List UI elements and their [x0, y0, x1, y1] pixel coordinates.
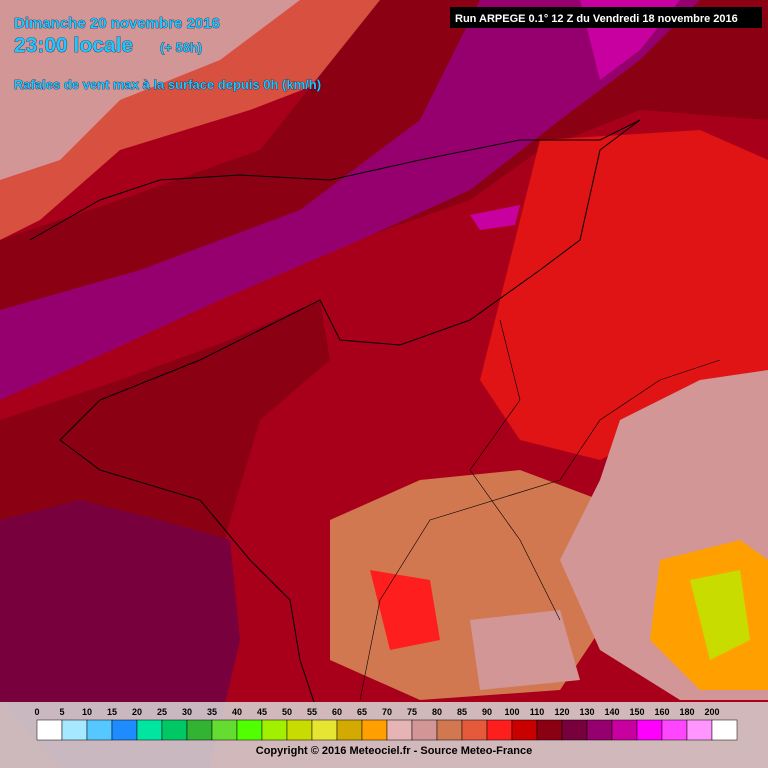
legend-label: 50: [282, 707, 292, 717]
map-date: Dimanche 20 novembre 2016: [14, 15, 220, 32]
legend-swatch: [461, 719, 488, 741]
legend-label: 15: [107, 707, 117, 717]
legend-label: 25: [157, 707, 167, 717]
legend-swatch: [311, 719, 338, 741]
legend-swatch: [536, 719, 563, 741]
legend-label: 65: [357, 707, 367, 717]
map-time: 23:00 locale: [14, 34, 133, 57]
legend-swatch: [36, 719, 63, 741]
legend: 0 5 10 15 20 25 30 35 40 45 50 55 60 65 70 75 80 85 90 100 1…: [34, 707, 738, 741]
legend-swatch: [261, 719, 288, 741]
legend-label: 150: [629, 707, 644, 717]
legend-label: 110: [530, 707, 545, 717]
legend-label: 200: [704, 707, 719, 717]
legend-swatch: [61, 719, 88, 741]
legend-swatch: [661, 719, 688, 741]
legend-swatch: [686, 719, 713, 741]
legend-label: 0: [34, 707, 39, 717]
legend-swatch: [636, 719, 663, 741]
legend-swatch: [561, 719, 588, 741]
legend-swatch: [611, 719, 638, 741]
legend-label: 45: [257, 707, 267, 717]
legend-swatch: [386, 719, 413, 741]
legend-label: 130: [579, 707, 594, 717]
run-box: [450, 7, 762, 28]
legend-label: 60: [332, 707, 342, 717]
legend-swatch: [186, 719, 213, 741]
legend-label: 80: [432, 707, 442, 717]
legend-label: 140: [604, 707, 619, 717]
legend-label: 90: [482, 707, 492, 717]
legend-swatch: [411, 719, 438, 741]
map-variable: Rafales de vent max à la surface depuis …: [14, 77, 321, 92]
legend-label: 120: [554, 707, 569, 717]
legend-swatch: [111, 719, 138, 741]
legend-swatch: [336, 719, 363, 741]
legend-swatch: [486, 719, 513, 741]
legend-label: 35: [207, 707, 217, 717]
legend-swatch: [361, 719, 388, 741]
legend-label: 70: [382, 707, 392, 717]
legend-label: 180: [679, 707, 694, 717]
credit: Copyright © 2016 Meteociel.fr - Source M…: [256, 745, 532, 757]
legend-swatch: [136, 719, 163, 741]
legend-label: 30: [182, 707, 192, 717]
legend-label: 40: [232, 707, 242, 717]
legend-label: 75: [407, 707, 417, 717]
legend-swatch: [436, 719, 463, 741]
legend-swatch: [711, 719, 738, 741]
legend-label: 100: [504, 707, 519, 717]
legend-label: 20: [132, 707, 142, 717]
legend-label: 85: [457, 707, 467, 717]
legend-swatch: [211, 719, 238, 741]
legend-label: 10: [82, 707, 92, 717]
legend-label: 55: [307, 707, 317, 717]
legend-label: 5: [59, 707, 64, 717]
legend-swatch: [286, 719, 313, 741]
legend-swatch: [236, 719, 263, 741]
run-info: Run ARPEGE 0.1° 12 Z du Vendredi 18 nove…: [455, 13, 738, 25]
legend-label: 160: [654, 707, 669, 717]
map-lead-time: (+ 58h): [160, 40, 202, 55]
borders: [29, 119, 721, 721]
legend-swatch: [161, 719, 188, 741]
legend-swatch: [86, 719, 113, 741]
legend-swatch: [511, 719, 538, 741]
legend-swatch: [586, 719, 613, 741]
